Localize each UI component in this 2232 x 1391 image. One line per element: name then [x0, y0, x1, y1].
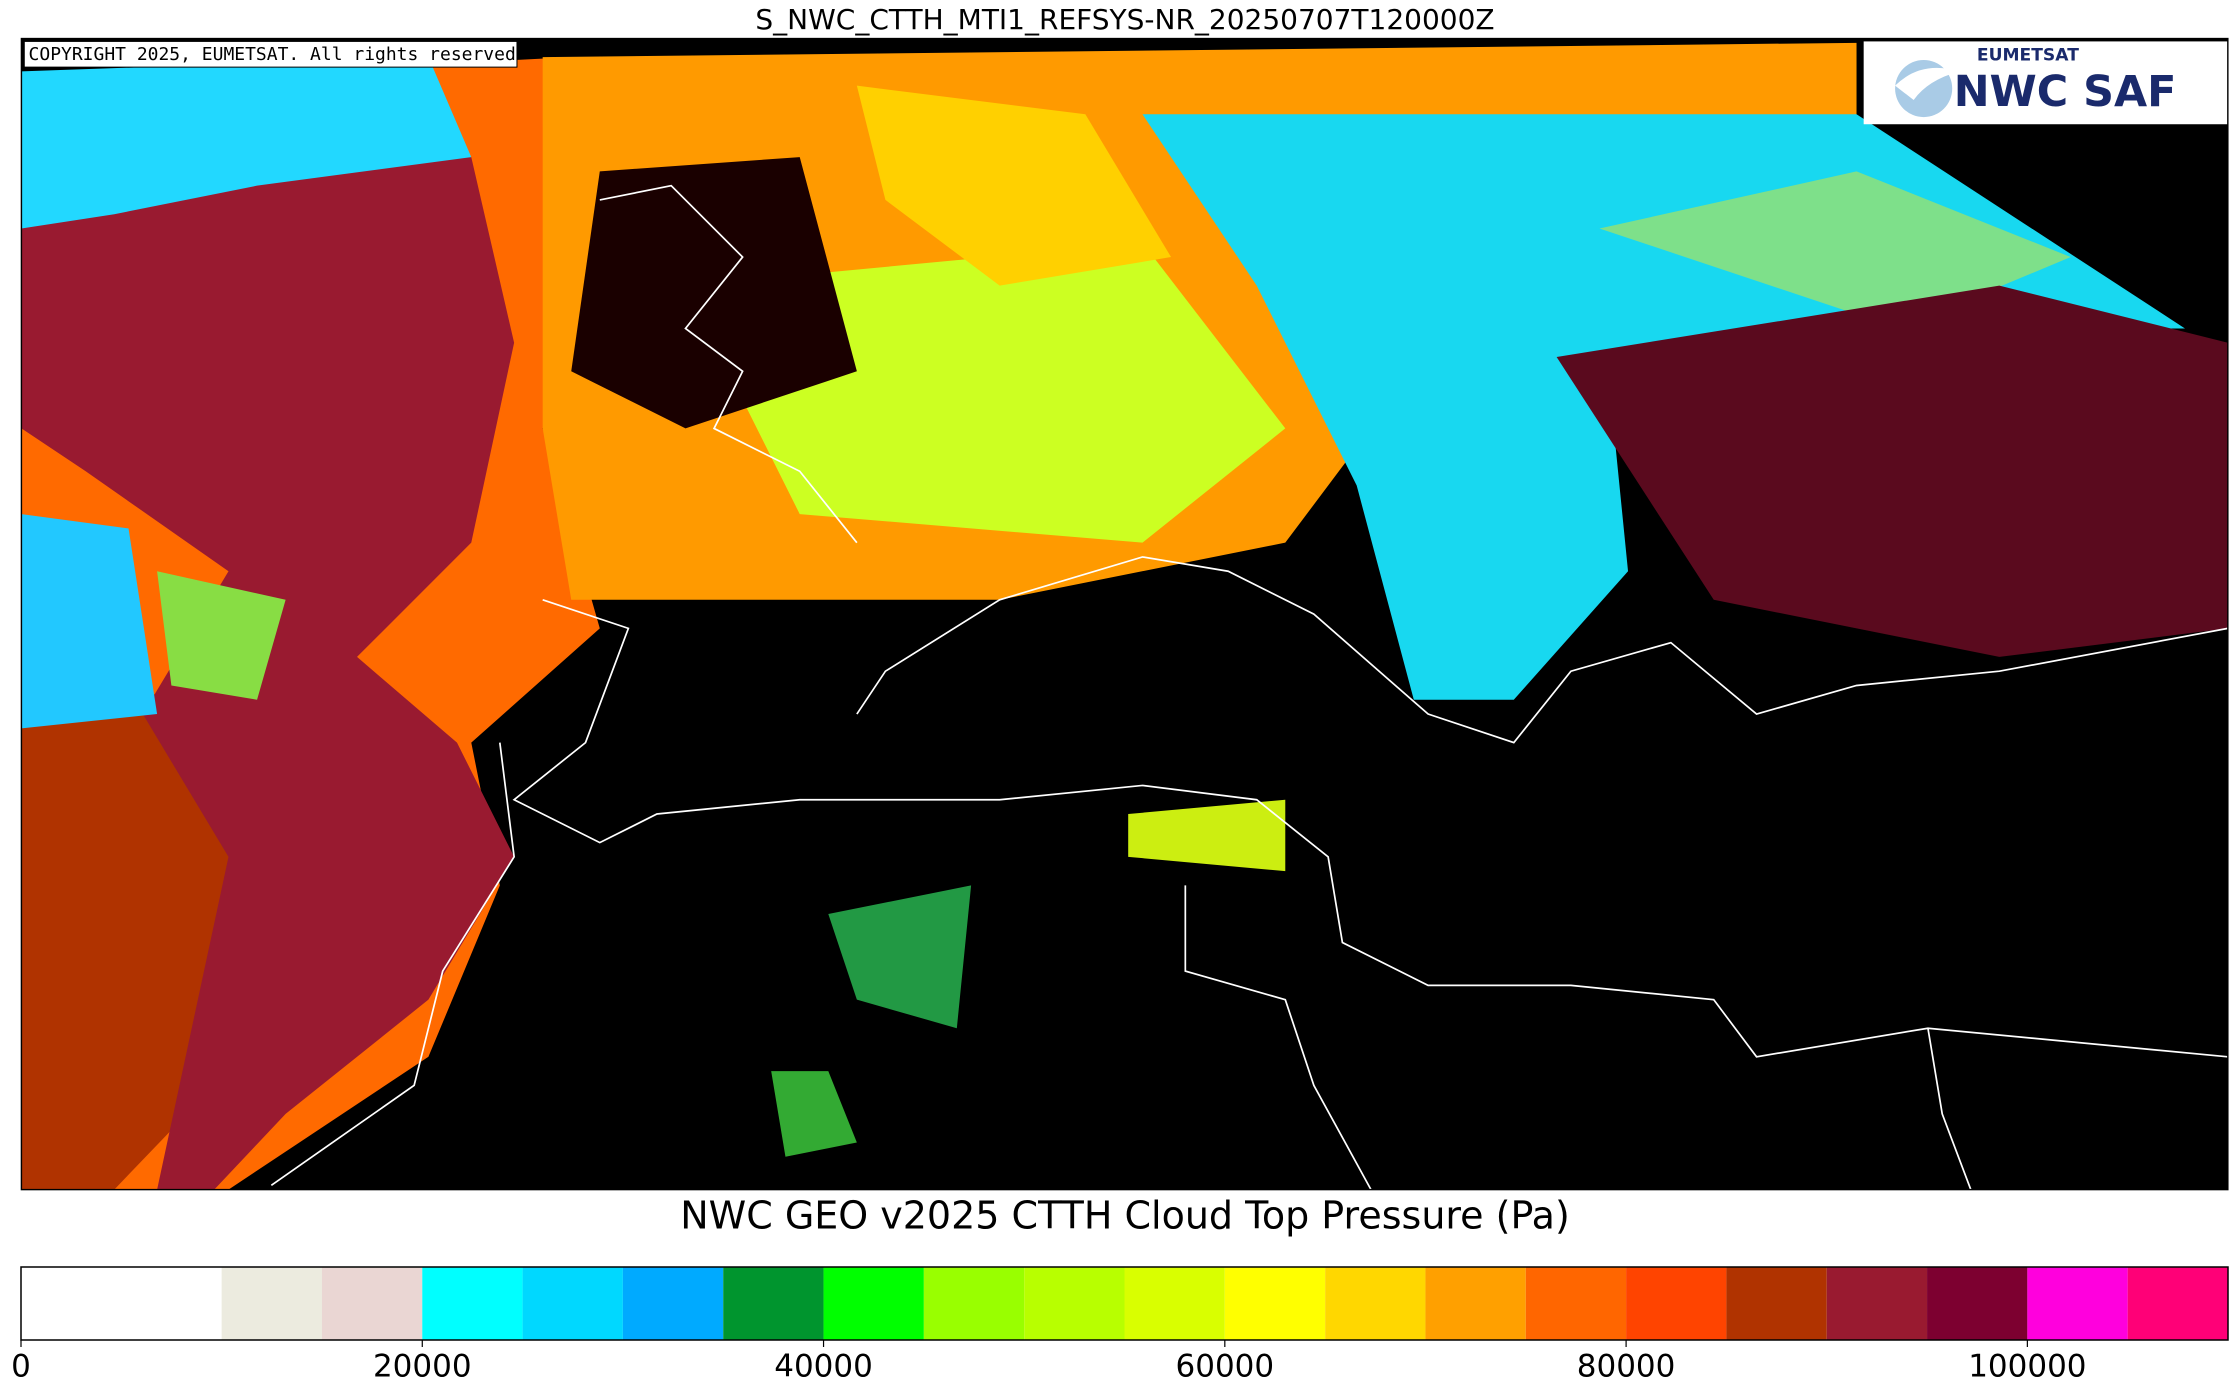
cloud-area: [157, 571, 286, 700]
tick-label: 100000: [1968, 1349, 2086, 1385]
cloud-area: [21, 57, 472, 229]
colorbar-segment: [1826, 1267, 1928, 1340]
cloud-area: [771, 1071, 857, 1157]
colorbar-segment: [2127, 1267, 2228, 1340]
coastline: [270, 184, 2228, 1190]
colorbar-segment: [221, 1267, 322, 1340]
colorbar-segment: [1224, 1267, 1326, 1340]
colorbar-segment: [1325, 1267, 1426, 1340]
colorbar-segment: [422, 1267, 523, 1340]
colorbar-segment: [1024, 1267, 1125, 1340]
colorbar-frame: [20, 1266, 2229, 1341]
colorbar-segment: [823, 1267, 924, 1340]
tick-label: 40000: [774, 1349, 873, 1385]
colorbar-segment: [1927, 1267, 2028, 1340]
colorbar-segment: [923, 1267, 1025, 1340]
colorbar: 0 20000 40000 60000 80000 100000: [11, 1266, 2229, 1385]
colorbar-title: NWC GEO v2025 CTTH Cloud Top Pressure (P…: [680, 1194, 1570, 1238]
map-frame: [20, 37, 2229, 1191]
colorbar-segment: [321, 1267, 423, 1340]
colorbar-segment: [1124, 1267, 1225, 1340]
colorbar-segment: [723, 1267, 824, 1340]
map: COPYRIGHT 2025, EUMETSAT. All rights res…: [20, 37, 2229, 1191]
colorbar-segment: [1425, 1267, 1526, 1340]
tick-label: 20000: [373, 1349, 472, 1385]
colorbar-segment: [1626, 1267, 1727, 1340]
image-title: S_NWC_CTTH_MTI1_REFSYS-NR_20250707T12000…: [755, 3, 1494, 36]
cloud-area: [1556, 285, 2228, 657]
cloud-area: [1599, 171, 2071, 329]
logo-product: NWC SAF: [1954, 67, 2177, 117]
tick-label: 80000: [1577, 1349, 1676, 1385]
cloud-area: [1128, 799, 1286, 872]
logo-org: EUMETSAT: [1977, 46, 2079, 66]
tick-label: 60000: [1176, 1349, 1275, 1385]
cloud-area: [21, 514, 158, 729]
colorbar-segment: [622, 1267, 724, 1340]
colorbar-segment: [21, 1267, 222, 1340]
tick-label: 0: [11, 1349, 31, 1385]
colorbar-segment: [522, 1267, 623, 1340]
cloud-area: [856, 85, 1172, 286]
cloud-area: [21, 142, 515, 1190]
colorbar-segment: [1525, 1267, 1627, 1340]
cloud-area: [828, 885, 972, 1029]
copyright: COPYRIGHT 2025, EUMETSAT. All rights res…: [29, 44, 516, 65]
copyright-box: [23, 40, 518, 68]
colorbar-segment: [2027, 1267, 2128, 1340]
colorbar-segment: [1726, 1267, 1827, 1340]
